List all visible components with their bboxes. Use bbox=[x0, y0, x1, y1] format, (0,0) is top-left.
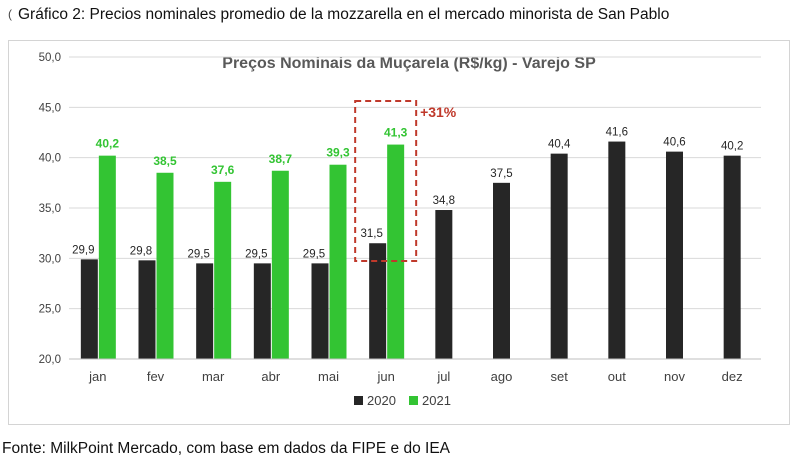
data-label-2021-mar: 37,6 bbox=[211, 163, 235, 177]
x-tick-label-nov: nov bbox=[664, 369, 685, 384]
bar-2021-abr bbox=[271, 170, 289, 359]
x-tick-label-out: out bbox=[608, 369, 626, 384]
data-label-2020-jun: 31,5 bbox=[360, 228, 382, 240]
legend-swatch-2020 bbox=[354, 396, 363, 405]
x-tick-label-mai: mai bbox=[318, 369, 339, 384]
data-label-2021-fev: 38,5 bbox=[153, 154, 177, 168]
data-label-2021-jun: 41,3 bbox=[384, 126, 408, 140]
data-label-2020-jul: 34,8 bbox=[433, 195, 455, 207]
legend-label-2020: 2020 bbox=[367, 393, 396, 408]
source-note: Fonte: MilkPoint Mercado, com base em da… bbox=[2, 440, 450, 457]
y-tick-label: 35,0 bbox=[39, 203, 61, 215]
x-tick-label-abr: abr bbox=[261, 369, 280, 384]
x-tick-label-jul: jul bbox=[436, 369, 450, 384]
data-label-2020-dez: 40,2 bbox=[721, 141, 743, 153]
bar-2020-mai bbox=[311, 263, 329, 359]
annotation-box bbox=[354, 100, 418, 262]
bar-2020-jul bbox=[435, 210, 453, 359]
y-tick-label: 45,0 bbox=[39, 102, 61, 114]
figure-caption: ( Gráfico 2: Precios nominales promedio d… bbox=[8, 6, 669, 24]
bar-2020-mar bbox=[196, 263, 214, 359]
data-label-2020-abr: 29,5 bbox=[245, 248, 267, 260]
annotation-label: +31% bbox=[420, 104, 457, 120]
data-label-2021-jan: 40,2 bbox=[96, 137, 120, 151]
data-label-2020-mai: 29,5 bbox=[303, 248, 325, 260]
data-label-2021-abr: 38,7 bbox=[269, 152, 293, 166]
x-tick-label-jan: jan bbox=[88, 369, 106, 384]
bar-2020-jan bbox=[80, 259, 98, 359]
legend-label-2021: 2021 bbox=[422, 393, 451, 408]
bar-2020-jun bbox=[369, 243, 387, 359]
bar-2020-fev bbox=[138, 260, 156, 359]
data-label-2020-set: 40,4 bbox=[548, 139, 571, 151]
x-tick-label-mar: mar bbox=[202, 369, 225, 384]
bar-2020-dez bbox=[723, 155, 741, 359]
data-label-2020-mar: 29,5 bbox=[187, 248, 209, 260]
data-label-2020-jan: 29,9 bbox=[72, 244, 94, 256]
data-label-2020-fev: 29,8 bbox=[130, 245, 152, 257]
y-tick-label: 25,0 bbox=[39, 304, 61, 316]
bar-2021-mai bbox=[329, 164, 347, 359]
bar-2020-set bbox=[550, 153, 568, 359]
bar-2021-jun bbox=[387, 144, 405, 359]
y-tick-label: 40,0 bbox=[39, 153, 61, 165]
bar-2020-ago bbox=[493, 182, 510, 359]
x-tick-label-fev: fev bbox=[147, 369, 165, 384]
bar-chart: Preços Nominais da Muçarela (R$/kg) - Va… bbox=[39, 52, 761, 408]
caption-bullet: ( bbox=[8, 7, 12, 21]
y-tick-label: 30,0 bbox=[39, 253, 61, 265]
data-label-2020-out: 41,6 bbox=[606, 127, 628, 139]
x-tick-label-jun: jun bbox=[376, 369, 394, 384]
y-tick-label: 50,0 bbox=[39, 52, 61, 64]
x-tick-label-dez: dez bbox=[722, 369, 743, 384]
chart-title: Preços Nominais da Muçarela (R$/kg) - Va… bbox=[222, 55, 596, 72]
data-label-2021-mai: 39,3 bbox=[326, 146, 350, 160]
caption-text: Gráfico 2: Precios nominales promedio de… bbox=[18, 6, 670, 23]
bar-2020-nov bbox=[666, 151, 683, 359]
bar-2021-mar bbox=[214, 181, 232, 359]
chart-frame: Preços Nominais da Muçarela (R$/kg) - Va… bbox=[8, 40, 790, 425]
bar-2021-jan bbox=[98, 155, 116, 359]
legend-swatch-2021 bbox=[409, 396, 418, 405]
x-tick-label-set: set bbox=[550, 369, 568, 384]
data-label-2020-ago: 37,5 bbox=[490, 168, 512, 180]
x-tick-label-ago: ago bbox=[491, 369, 513, 384]
bar-2020-out bbox=[608, 141, 626, 359]
bar-2021-fev bbox=[156, 172, 174, 359]
y-tick-label: 20,0 bbox=[39, 354, 61, 366]
bar-2020-abr bbox=[253, 263, 271, 359]
data-label-2020-nov: 40,6 bbox=[663, 137, 685, 149]
